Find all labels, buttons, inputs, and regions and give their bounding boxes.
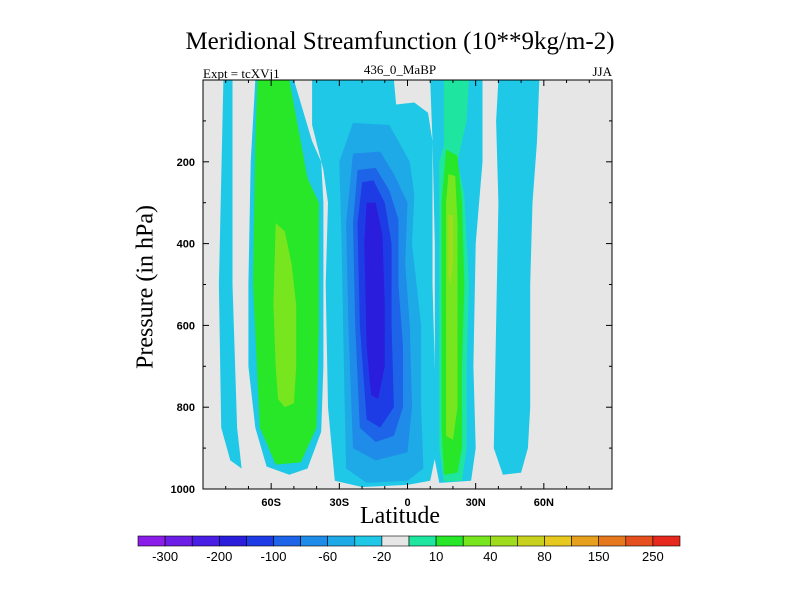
colorbar-label: 40 — [483, 549, 497, 564]
y-tick-label: 800 — [177, 402, 195, 414]
colorbar-swatch — [381, 535, 410, 547]
colorbar-swatch — [273, 535, 301, 547]
colorbar-label: 80 — [537, 549, 551, 564]
cell-30N-core — [448, 215, 453, 285]
colorbar-label: -60 — [318, 549, 337, 564]
cell-45N-band — [493, 80, 540, 475]
x-tick-label: 0 — [404, 497, 410, 509]
colorbar-swatch — [652, 535, 681, 547]
colorbar-label: -100 — [260, 549, 286, 564]
x-tick-label: 60S — [261, 497, 281, 509]
colorbar-swatch — [408, 535, 437, 547]
colorbar-label: -300 — [152, 549, 178, 564]
colorbar-label: -200 — [206, 549, 232, 564]
colorbar-swatch — [191, 535, 220, 547]
y-tick-label: 200 — [177, 157, 195, 169]
colorbar-swatch — [462, 535, 491, 547]
colorbar: -300 -200 -100 -60 -20 10 40 80 150 250 — [137, 535, 681, 564]
y-tick-label: 1000 — [171, 484, 195, 496]
colorbar-swatch — [354, 535, 383, 547]
colorbar-swatch — [625, 535, 654, 547]
cell-45S-inner — [273, 223, 297, 408]
x-ticks: 60S 30S 0 30N 60N — [225, 80, 590, 509]
colorbar-swatch — [544, 535, 572, 547]
y-ticks: 200 400 600 800 1000 — [171, 120, 612, 496]
cell-30N-inner — [446, 174, 458, 440]
x-tick-label: 60N — [534, 497, 554, 509]
cell-eq-e — [364, 202, 385, 399]
x-tick-label: 30N — [466, 497, 486, 509]
colorbar-swatch — [300, 535, 329, 547]
colorbar-swatch — [137, 535, 166, 547]
contour-cells — [218, 80, 540, 487]
run-label: 436_0_MaBP — [363, 62, 437, 77]
colorbar-swatch — [517, 535, 545, 547]
colorbar-swatch — [164, 535, 193, 547]
x-tick-label: 30S — [330, 497, 350, 509]
chart-title: Meridional Streamfunction (10**9kg/m-2) — [185, 28, 615, 55]
y-tick-label: 400 — [177, 239, 195, 251]
colorbar-swatch — [327, 535, 356, 547]
colorbar-label: 10 — [429, 549, 443, 564]
colorbar-label: 150 — [588, 549, 610, 564]
y-tick-label: 600 — [177, 320, 195, 332]
colorbar-swatch — [219, 535, 247, 547]
colorbar-swatch — [489, 535, 518, 547]
season-label: JJA — [592, 64, 612, 79]
colorbar-swatch — [435, 535, 464, 547]
colorbar-swatch — [598, 535, 627, 547]
experiment-label: Expt = tcXVj1 — [203, 66, 280, 81]
cell-60S-band — [218, 80, 242, 469]
colorbar-label: -20 — [373, 549, 392, 564]
colorbar-label: 250 — [642, 549, 664, 564]
colorbar-swatch — [246, 535, 274, 547]
x-axis-label: Latitude — [360, 503, 440, 529]
colorbar-swatch — [571, 535, 599, 547]
